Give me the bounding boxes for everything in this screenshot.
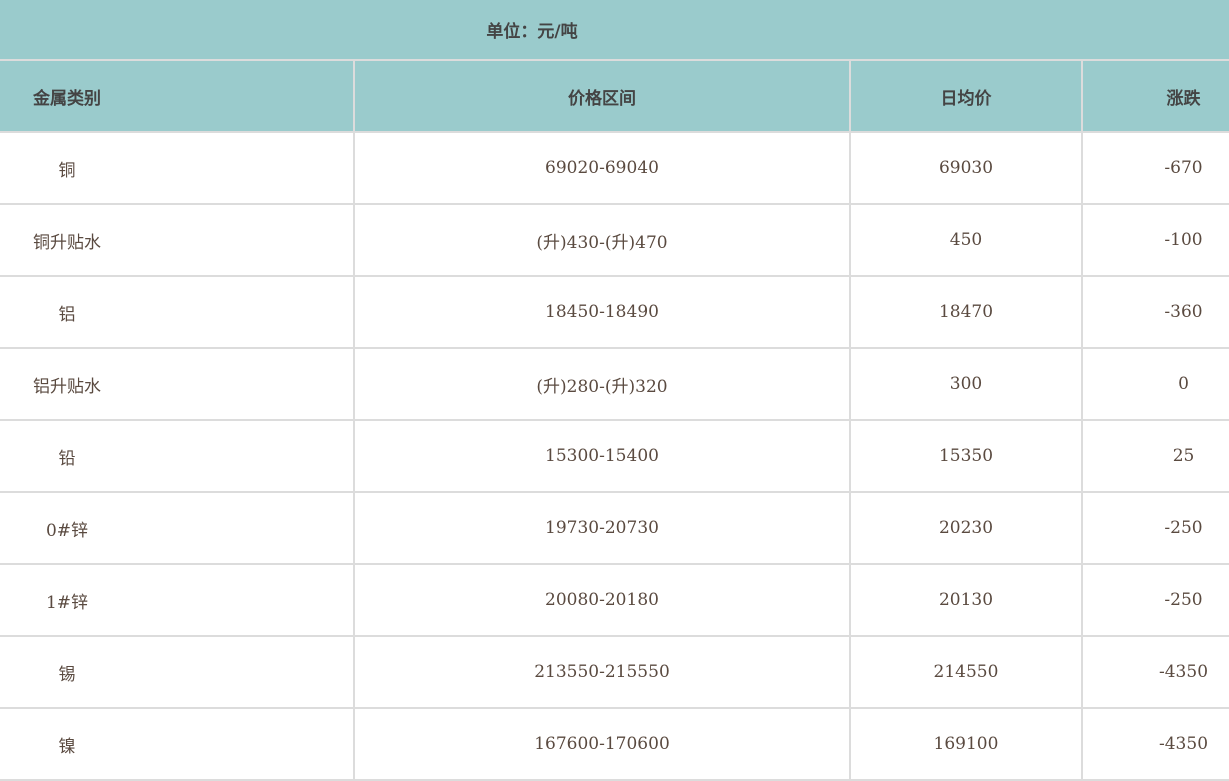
change-cell: 0 — [1080, 347, 1229, 421]
change-cell: 25 — [1080, 419, 1229, 493]
avg-price-cell: 169100 — [849, 707, 1083, 781]
header-row: 金属类别 价格区间 日均价 涨跌 — [0, 59, 1229, 133]
table-row: 铜 69020-69040 69030 -670 — [0, 131, 1229, 205]
metal-cell: 锡 — [0, 635, 355, 709]
change-cell: -4350 — [1080, 635, 1229, 709]
table-row: 0#锌 19730-20730 20230 -250 — [0, 491, 1229, 565]
avg-price-cell: 15350 — [849, 419, 1083, 493]
column-header-metal: 金属类别 — [0, 59, 355, 133]
change-cell: -360 — [1080, 275, 1229, 349]
avg-price-cell: 300 — [849, 347, 1083, 421]
metal-cell: 1#锌 — [0, 563, 355, 637]
avg-price-cell: 18470 — [849, 275, 1083, 349]
avg-price-cell: 20230 — [849, 491, 1083, 565]
table-row: 铜升贴水 (升)430-(升)470 450 -100 — [0, 203, 1229, 277]
range-cell: 15300-15400 — [353, 419, 851, 493]
column-header-range: 价格区间 — [353, 59, 851, 133]
change-cell: -250 — [1080, 491, 1229, 565]
metal-cell: 镍 — [0, 707, 355, 781]
column-header-avg: 日均价 — [849, 59, 1083, 133]
range-cell: 18450-18490 — [353, 275, 851, 349]
table-row: 铝升贴水 (升)280-(升)320 300 0 — [0, 347, 1229, 421]
unit-label: 单位：元/吨 — [486, 22, 578, 42]
column-header-change: 涨跌 — [1080, 59, 1229, 133]
change-cell: -670 — [1080, 131, 1229, 205]
table-row: 锡 213550-215550 214550 -4350 — [0, 635, 1229, 709]
metal-cell: 铝升贴水 — [0, 347, 355, 421]
avg-price-cell: 69030 — [849, 131, 1083, 205]
unit-row: 单位：元/吨 — [0, 0, 1229, 61]
avg-price-cell: 450 — [849, 203, 1083, 277]
change-cell: -4350 — [1080, 707, 1229, 781]
change-cell: -250 — [1080, 563, 1229, 637]
avg-price-cell: 214550 — [849, 635, 1083, 709]
range-cell: 167600-170600 — [353, 707, 851, 781]
range-cell: 69020-69040 — [353, 131, 851, 205]
table-row: 镍 167600-170600 169100 -4350 — [0, 707, 1229, 781]
range-cell: 20080-20180 — [353, 563, 851, 637]
metal-cell: 0#锌 — [0, 491, 355, 565]
table-row: 铅 15300-15400 15350 25 — [0, 419, 1229, 493]
metal-cell: 铜 — [0, 131, 355, 205]
range-cell: (升)430-(升)470 — [353, 203, 851, 277]
metal-cell: 铜升贴水 — [0, 203, 355, 277]
table-row: 铝 18450-18490 18470 -360 — [0, 275, 1229, 349]
metal-cell: 铝 — [0, 275, 355, 349]
metal-cell: 铅 — [0, 419, 355, 493]
avg-price-cell: 20130 — [849, 563, 1083, 637]
unit-label-cell: 单位：元/吨 — [0, 0, 1229, 61]
range-cell: 213550-215550 — [353, 635, 851, 709]
range-cell: 19730-20730 — [353, 491, 851, 565]
change-cell: -100 — [1080, 203, 1229, 277]
table-row: 1#锌 20080-20180 20130 -250 — [0, 563, 1229, 637]
range-cell: (升)280-(升)320 — [353, 347, 851, 421]
